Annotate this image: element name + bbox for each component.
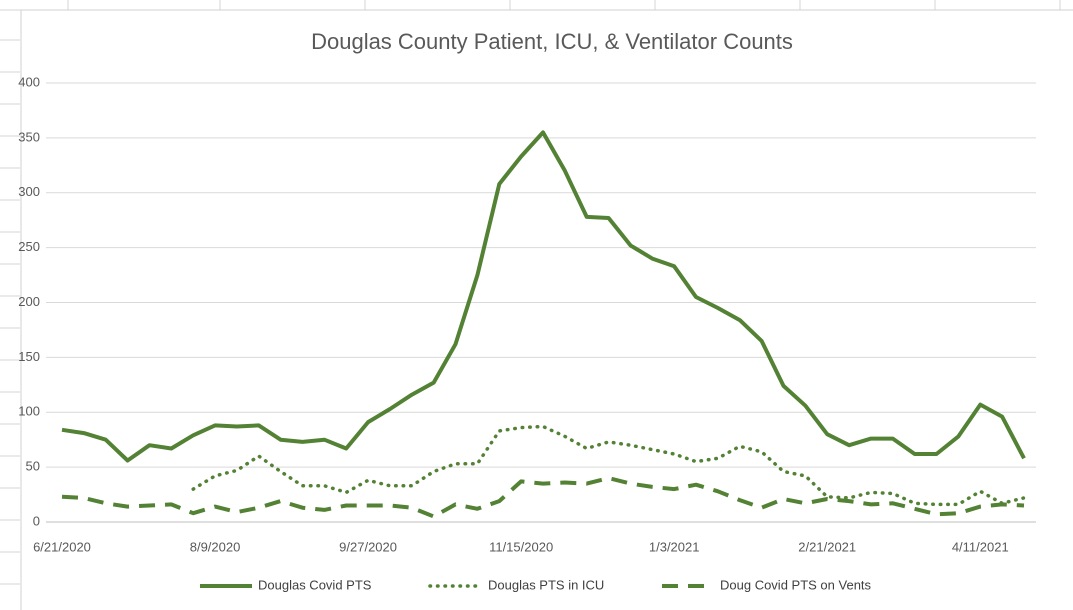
y-tick-label: 350: [18, 129, 40, 144]
series-line: [191, 424, 1026, 507]
y-tick-label: 400: [18, 74, 40, 89]
x-tick-label: 11/15/2020: [489, 539, 553, 554]
series-line: [61, 130, 1026, 463]
legend-label: Douglas Covid PTS: [258, 577, 372, 592]
y-tick-label: 300: [18, 184, 40, 199]
chart-title: Douglas County Patient, ICU, & Ventilato…: [311, 29, 793, 54]
x-tick-label: 8/9/2020: [190, 539, 241, 554]
x-tick-label: 9/27/2020: [339, 539, 397, 554]
y-tick-label: 250: [18, 239, 40, 254]
legend-label: Doug Covid PTS on Vents: [720, 577, 872, 592]
chart-area: [20, 9, 1073, 610]
y-tick-label: 150: [18, 349, 40, 364]
y-tick-label: 200: [18, 294, 40, 309]
legend-label: Douglas PTS in ICU: [488, 577, 604, 592]
y-tick-label: 100: [18, 404, 40, 419]
y-tick-label: 50: [26, 459, 40, 474]
x-tick-label: 6/21/2020: [33, 539, 91, 554]
x-tick-label: 1/3/2021: [649, 539, 700, 554]
series-line: [61, 476, 1025, 519]
y-tick-label: 0: [33, 513, 40, 528]
x-tick-label: 4/11/2021: [952, 539, 1009, 554]
x-tick-label: 2/21/2021: [798, 539, 856, 554]
